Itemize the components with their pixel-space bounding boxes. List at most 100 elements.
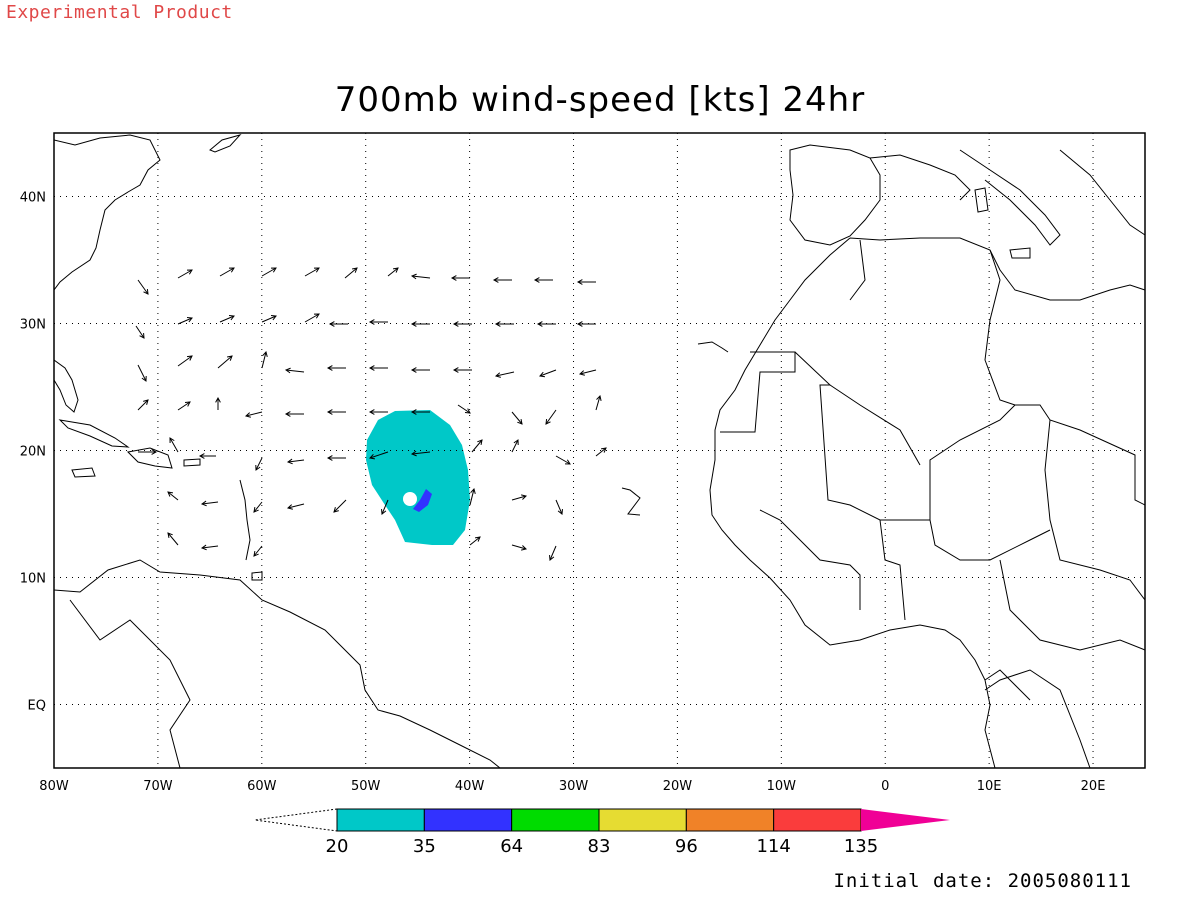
wind-arrow (368, 365, 388, 371)
wind-arrow (511, 411, 523, 425)
wind-arrow (410, 409, 430, 415)
france-coast (869, 154, 971, 201)
wind-arrow (549, 545, 557, 561)
lon-tick-label: 0 (881, 779, 889, 794)
country-borders (720, 239, 1145, 701)
wind-arrow (595, 394, 602, 411)
nova-scotia (209, 134, 242, 153)
hispaniola (126, 447, 173, 469)
wind-arrow (177, 317, 193, 325)
storm-eye (403, 492, 417, 506)
wind-arrow (539, 369, 557, 378)
wind-arrow (450, 275, 470, 281)
wind-arrow (261, 350, 268, 369)
wind-speed-core-35kt (413, 489, 432, 512)
wind-arrow (286, 503, 305, 510)
wind-arrow (284, 367, 305, 374)
wind-arrow (198, 453, 216, 459)
latitude-labels: 40N 30N 20N 10N EQ (20, 191, 46, 714)
wind-arrow (368, 319, 388, 325)
cuba (58, 419, 130, 448)
wind-arrow (217, 355, 233, 369)
wind-arrow (333, 499, 347, 513)
wind-arrow (595, 447, 607, 457)
wind-arrow (369, 451, 389, 460)
map-frame (53, 132, 1146, 769)
wind-arrow (253, 545, 263, 557)
wind-arrow (410, 321, 430, 327)
north-america-coast (54, 134, 161, 291)
wind-arrow (410, 367, 430, 373)
colorbar-low-arrow (254, 808, 338, 832)
wind-arrow (328, 321, 348, 327)
wind-arrow (545, 409, 557, 425)
wind-arrow (576, 321, 596, 327)
wind-arrow (219, 315, 235, 323)
wind-arrow (137, 364, 147, 382)
wind-arrow (137, 399, 149, 411)
wind-arrow (511, 439, 519, 453)
wind-arrow (368, 409, 388, 415)
lon-tick-label: 10W (767, 779, 797, 794)
map-title: 700mb wind-speed [kts] 24hr (334, 80, 866, 120)
wind-arrow (511, 494, 528, 501)
wind-arrow (555, 499, 563, 515)
italy-coast (959, 149, 1061, 246)
wind-arrow (200, 500, 219, 507)
wind-arrow (138, 449, 158, 455)
iberia-coast (789, 144, 881, 246)
colorbar-label: 96 (675, 836, 698, 857)
wind-arrow (169, 437, 179, 453)
wind-arrow (387, 267, 399, 277)
cape-verde (621, 487, 641, 516)
colorbar-swatch (598, 808, 687, 832)
wind-arrow (253, 501, 263, 513)
wind-arrow (137, 279, 149, 295)
wind-arrow (326, 409, 346, 415)
jamaica (71, 467, 96, 478)
wind-arrow (200, 544, 219, 551)
wind-arrow (536, 321, 556, 327)
wind-arrow (469, 536, 481, 546)
wind-arrow (261, 315, 277, 323)
wind-arrow (261, 267, 277, 277)
lon-tick-label: 70W (143, 779, 173, 794)
south-america-interior (69, 599, 191, 768)
wind-arrow (167, 491, 179, 501)
wind-arrow (452, 367, 472, 373)
colorbar-label: 20 (326, 836, 349, 857)
colorbar-swatch (511, 808, 600, 832)
colorbar-swatch (773, 808, 862, 832)
colorbar-swatch (685, 808, 775, 832)
wind-arrow (304, 313, 320, 323)
sicily (1009, 247, 1031, 259)
wind-arrow (177, 401, 191, 411)
trinidad (251, 571, 263, 581)
colorbar: 20 35 64 83 96 114 135 (254, 808, 950, 857)
colorbar-label: 83 (588, 836, 611, 857)
wind-arrow (215, 396, 221, 410)
wind-arrow (284, 411, 304, 417)
colorbar-high-arrow (861, 809, 950, 831)
lon-tick-label: 30W (559, 779, 589, 794)
south-america-coast (54, 559, 501, 768)
wind-arrow (469, 487, 476, 506)
puerto-rico (183, 458, 201, 467)
lat-tick-label: 20N (20, 445, 46, 460)
coastlines (54, 134, 1145, 768)
wind-arrow (578, 369, 597, 376)
balkans-coast (1059, 149, 1145, 236)
colorbar-label: 114 (756, 836, 790, 857)
gulf-of-guinea-coast (984, 669, 1091, 768)
colorbar-label: 35 (413, 836, 436, 857)
colorbar-label: 135 (844, 836, 878, 857)
lat-tick-label: 30N (20, 318, 46, 333)
lon-tick-label: 60W (247, 779, 277, 794)
wind-arrow (494, 371, 515, 378)
wind-arrow (177, 269, 193, 279)
wind-arrow (381, 499, 389, 515)
florida-coast (54, 359, 79, 413)
wind-arrow (457, 404, 471, 414)
wind-arrow (576, 279, 596, 285)
